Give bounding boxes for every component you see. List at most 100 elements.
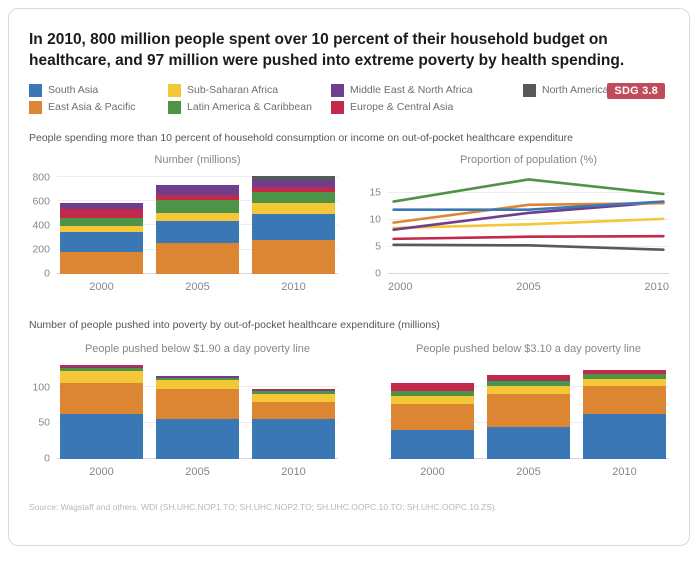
segment-sub-saharan-africa: [60, 370, 143, 383]
y-tick-label: 15: [369, 186, 381, 199]
segment-europe-central-asia: [583, 369, 666, 374]
segment-south-asia: [60, 413, 143, 459]
infographic-card: In 2010, 800 million people spent over 1…: [8, 8, 690, 546]
segment-north-america: [156, 184, 239, 186]
segment-south-asia: [156, 221, 239, 243]
chart-body: [360, 363, 669, 459]
gridline-15: [388, 191, 669, 193]
legend-label: East Asia & Pacific: [48, 101, 136, 114]
x-axis-labels: 2000 2005 2010: [388, 281, 669, 293]
segment-middle-east-north-africa: [252, 179, 335, 187]
segment-latin-america-caribbean: [487, 380, 570, 387]
segment-sub-saharan-africa: [487, 386, 570, 394]
y-tick-label: 10: [369, 213, 381, 226]
x-tick-label: 2010: [612, 465, 637, 478]
y-tick-label: 600: [32, 195, 50, 208]
chart-body: 0 5 10 15: [360, 174, 669, 279]
plot-area: [388, 363, 669, 459]
segment-east-asia-pacific: [156, 242, 239, 274]
x-axis-labels: 2000 2005 2010: [388, 466, 669, 478]
x-tick-label: 2000: [420, 465, 445, 478]
x-tick-label: 2010: [281, 465, 306, 478]
segment-middle-east-north-africa: [156, 376, 239, 378]
segment-south-asia: [156, 418, 239, 459]
legend-item-east-asia-pacific: East Asia & Pacific: [29, 100, 168, 114]
segment-east-asia-pacific: [252, 402, 335, 419]
chart-title: People pushed below $1.90 a day poverty …: [84, 342, 311, 355]
plot-area: [57, 174, 338, 274]
bar-2010: [252, 174, 335, 274]
segment-latin-america-caribbean: [60, 367, 143, 371]
segment-sub-saharan-africa: [156, 212, 239, 222]
segment-middle-east-north-africa: [391, 390, 474, 392]
segment-south-asia: [252, 418, 335, 459]
bars: [57, 174, 338, 274]
legend-label: Sub-Saharan Africa: [187, 84, 279, 97]
legend-item-sub-saharan-africa: Sub-Saharan Africa: [168, 83, 331, 97]
segment-east-asia-pacific: [487, 393, 570, 428]
line-latin-america-caribbean: [394, 179, 664, 201]
line-chart-canvas: [388, 174, 669, 274]
segment-latin-america-caribbean: [252, 391, 335, 394]
x-tick-label: 2005: [516, 465, 541, 478]
segment-latin-america-caribbean: [252, 192, 335, 204]
top-charts-row: Number (millions) 0 200 400 600 800 2000 2005…: [29, 154, 669, 293]
plot-area: [388, 174, 669, 274]
bar-2000: [60, 174, 143, 274]
chart-poverty-190: People pushed below $1.90 a day poverty …: [29, 343, 338, 478]
bar-2005: [156, 174, 239, 274]
x-tick-label: 2005: [185, 465, 210, 478]
segment-latin-america-caribbean: [391, 391, 474, 397]
segment-latin-america-caribbean: [60, 217, 143, 227]
segment-sub-saharan-africa: [156, 379, 239, 390]
segment-sub-saharan-africa: [583, 379, 666, 387]
bar-2005: [487, 363, 570, 459]
bar-2000: [391, 363, 474, 459]
segment-middle-east-north-africa: [487, 380, 570, 381]
chart-proportion-population: Proportion of population (%) 0 5 10 15 2000…: [360, 154, 669, 293]
bottom-charts-row: People pushed below $1.90 a day poverty …: [29, 343, 669, 478]
gridline-800: [57, 176, 338, 178]
segment-east-asia-pacific: [60, 382, 143, 414]
segment-latin-america-caribbean: [583, 374, 666, 380]
x-tick-label: 2005: [516, 280, 541, 293]
x-tick-label: 2010: [644, 280, 669, 293]
legend: South Asia Sub-Saharan Africa Middle East …: [29, 83, 669, 114]
segment-europe-central-asia: [391, 382, 474, 391]
y-axis: [360, 363, 388, 459]
y-tick-label: 5: [375, 240, 381, 253]
chart-body: 0 50 100: [29, 363, 338, 464]
x-tick-label: 2000: [388, 280, 413, 293]
bars: [388, 363, 669, 459]
legend-swatch-south-asia: [29, 83, 42, 97]
x-tick-label: 2005: [185, 280, 210, 293]
legend-item-middle-east-north-africa: Middle East & North Africa: [331, 83, 523, 97]
legend-swatch-europe-central-asia: [331, 100, 344, 114]
y-axis: 0 50 100: [29, 363, 57, 464]
legend-swatch-east-asia-pacific: [29, 100, 42, 114]
y-tick-label: 200: [32, 243, 50, 256]
line-north-america: [394, 245, 664, 250]
chart-number-millions: Number (millions) 0 200 400 600 800 2000 2005…: [29, 154, 338, 293]
legend-label: North America: [542, 84, 609, 97]
x-tick-label: 2000: [89, 465, 114, 478]
segment-east-asia-pacific: [156, 389, 239, 419]
line-sub-saharan-africa: [394, 219, 664, 228]
bar-2000: [60, 363, 143, 459]
x-axis-labels: 2000 2005 2010: [57, 466, 338, 478]
legend-swatch-middle-east-north-africa: [331, 83, 344, 97]
bar-2010: [252, 363, 335, 459]
page-title: In 2010, 800 million people spent over 1…: [29, 31, 625, 70]
segment-east-asia-pacific: [252, 240, 335, 274]
segment-east-asia-pacific: [60, 251, 143, 274]
source-note: Source: Wagstaff and others. WDI (SH.UHC…: [29, 501, 498, 512]
segment-europe-central-asia: [156, 375, 239, 377]
segment-europe-central-asia: [156, 195, 239, 201]
y-axis: 0 200 400 600 800: [29, 170, 57, 279]
chart-poverty-310: People pushed below $3.10 a day poverty …: [360, 343, 669, 478]
legend-label: Middle East & North Africa: [350, 84, 473, 97]
bars: [57, 363, 338, 459]
segment-latin-america-caribbean: [156, 377, 239, 380]
y-tick-label: 800: [32, 170, 50, 183]
gridline-10: [388, 218, 669, 220]
